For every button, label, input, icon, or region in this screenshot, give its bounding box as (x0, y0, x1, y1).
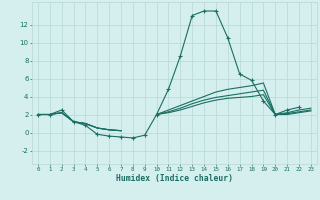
X-axis label: Humidex (Indice chaleur): Humidex (Indice chaleur) (116, 174, 233, 183)
